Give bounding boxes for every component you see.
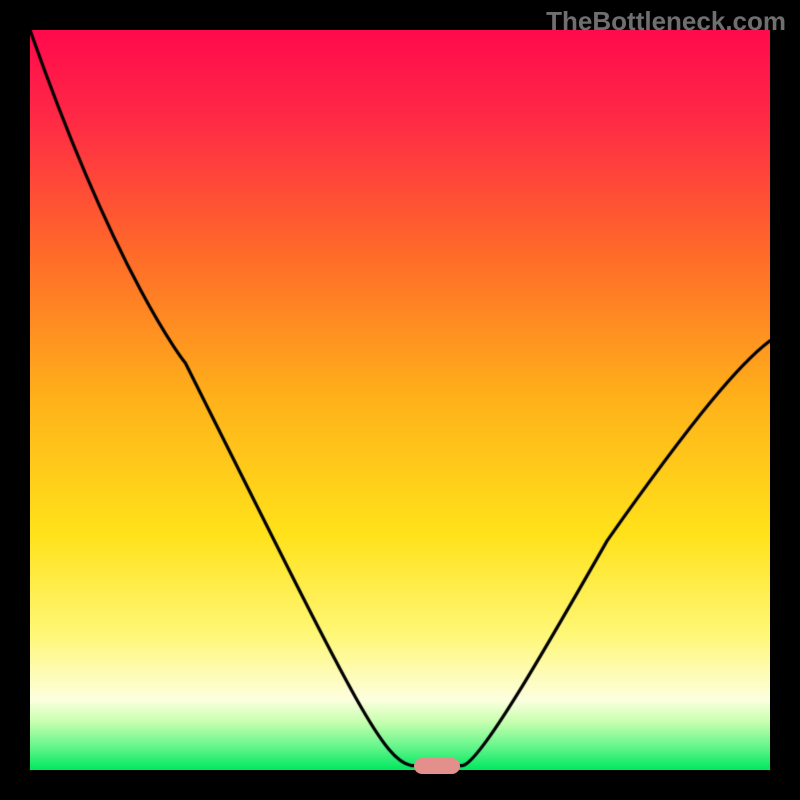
optimum-marker (414, 758, 460, 774)
chart-root: TheBottleneck.com (0, 0, 800, 800)
bottleneck-curve (30, 30, 770, 770)
watermark-text: TheBottleneck.com (546, 6, 786, 37)
